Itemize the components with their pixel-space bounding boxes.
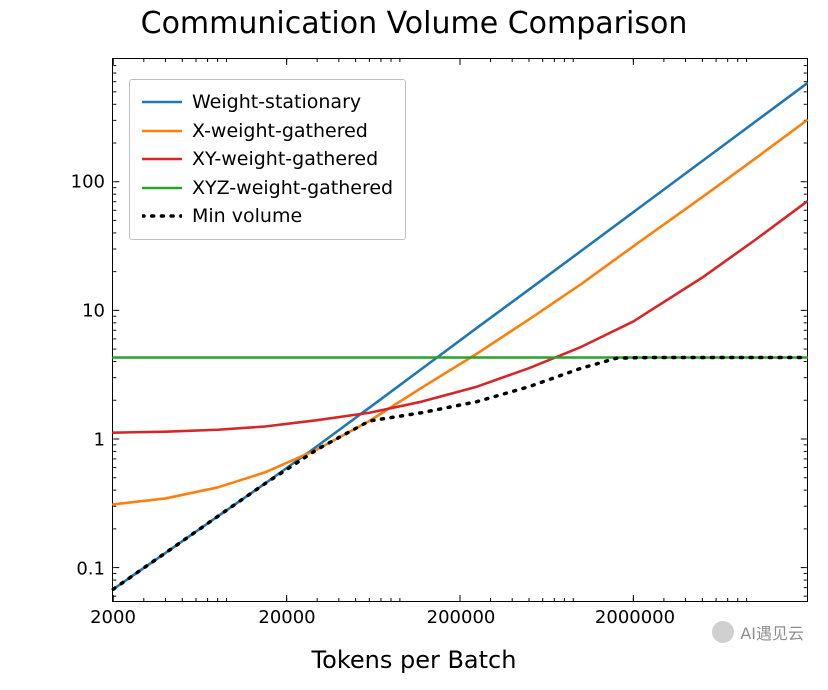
y-tick-label: 100 [71,172,105,193]
x-tick-label: 20000 [258,607,315,628]
legend-item: X-weight-gathered [142,117,393,146]
legend-item: XYZ-weight-gathered [142,174,393,203]
legend-label: Min volume [192,202,302,231]
chart-title: Communication Volume Comparison [0,6,828,41]
x-tick-label: 2000000 [595,607,675,628]
watermark: AI遇见云 [712,620,804,644]
legend-swatch [142,154,182,164]
legend-label: X-weight-gathered [192,117,368,146]
legend-item: Min volume [142,202,393,231]
legend-label: Weight-stationary [192,88,361,117]
x-axis-label: Tokens per Batch [0,646,828,674]
legend: Weight-stationaryX-weight-gatheredXY-wei… [129,79,406,240]
legend-label: XY-weight-gathered [192,145,378,174]
chart-container: Communication Volume Comparison Communic… [0,0,828,690]
legend-swatch [142,126,182,136]
legend-item: XY-weight-gathered [142,145,393,174]
legend-swatch [142,183,182,193]
y-tick-label: 1 [94,430,105,451]
legend-swatch [142,97,182,107]
legend-item: Weight-stationary [142,88,393,117]
y-tick-label: 0.1 [76,559,105,580]
watermark-icon [712,621,734,643]
watermark-text: AI遇见云 [740,620,804,644]
x-tick-label: 200000 [427,607,496,628]
plot-area: 20002000020000020000000.1110100 Weight-s… [112,58,808,602]
legend-label: XYZ-weight-gathered [192,174,393,203]
x-tick-label: 2000 [90,607,136,628]
y-tick-label: 10 [82,301,105,322]
legend-swatch [142,211,182,221]
